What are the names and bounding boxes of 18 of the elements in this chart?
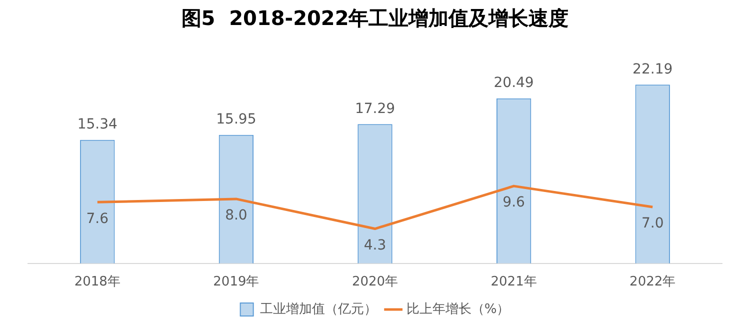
text: 22.19 <box>632 61 673 78</box>
chart-title: 图5 2018-2022年工业增加值及增长速度 <box>181 6 569 30</box>
x-tick-label: 2018年 <box>74 274 120 290</box>
data-label: 4.3 <box>364 237 386 254</box>
data-label: 8.0 <box>225 208 248 224</box>
data-label: 7.6 <box>86 210 109 227</box>
x-tick-label: 2019年 <box>213 274 260 290</box>
legend-label: 比上年增长（%） <box>406 302 510 317</box>
x-tick-label: 2021年 <box>490 274 537 290</box>
text: 20.49 <box>494 74 534 91</box>
x-tick-label: 2020年 <box>352 274 398 290</box>
legend-label: 工业增加值（亿元） <box>260 302 377 317</box>
text: 17.29 <box>354 100 396 117</box>
data-label: 9.6 <box>502 194 526 211</box>
data-label: 7.0 <box>641 216 664 232</box>
text: 15.34 <box>77 116 118 132</box>
x-tick-label: 2022年 <box>630 274 676 290</box>
text: 15.95 <box>216 112 256 128</box>
